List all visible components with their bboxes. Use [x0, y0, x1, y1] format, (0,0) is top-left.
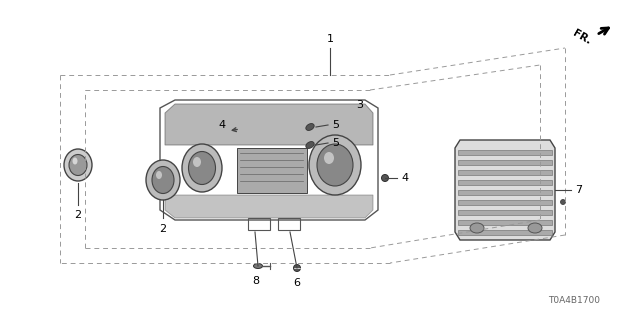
Text: 4: 4: [401, 173, 408, 183]
Ellipse shape: [253, 263, 262, 268]
Text: 5: 5: [332, 120, 339, 130]
Text: 8: 8: [252, 276, 260, 286]
Bar: [458, 160, 552, 165]
Ellipse shape: [561, 199, 566, 204]
Text: 4: 4: [218, 120, 225, 130]
Text: 3: 3: [356, 100, 364, 110]
Ellipse shape: [146, 160, 180, 200]
Bar: [458, 210, 552, 215]
Text: FR.: FR.: [572, 28, 593, 46]
Ellipse shape: [306, 124, 314, 131]
Ellipse shape: [306, 141, 314, 148]
Ellipse shape: [156, 171, 162, 179]
Bar: [458, 150, 552, 155]
Text: 5: 5: [332, 138, 339, 148]
Text: 2: 2: [159, 224, 166, 234]
Ellipse shape: [189, 151, 216, 185]
Bar: [248, 218, 270, 230]
Bar: [458, 230, 552, 235]
Bar: [458, 200, 552, 205]
Ellipse shape: [317, 144, 353, 186]
Text: T0A4B1700: T0A4B1700: [548, 296, 600, 305]
Polygon shape: [165, 104, 373, 145]
Text: 6: 6: [294, 278, 301, 288]
Bar: [458, 170, 552, 175]
Ellipse shape: [193, 157, 201, 167]
Ellipse shape: [64, 149, 92, 181]
Ellipse shape: [309, 135, 361, 195]
Bar: [237, 148, 307, 193]
Bar: [458, 180, 552, 185]
Ellipse shape: [69, 155, 87, 175]
Ellipse shape: [72, 157, 77, 164]
Ellipse shape: [152, 166, 174, 194]
Text: 2: 2: [74, 210, 81, 220]
Ellipse shape: [324, 152, 334, 164]
Ellipse shape: [294, 265, 301, 271]
Text: 7: 7: [575, 185, 582, 195]
Polygon shape: [455, 140, 555, 240]
Ellipse shape: [470, 223, 484, 233]
Ellipse shape: [528, 223, 542, 233]
Bar: [458, 220, 552, 225]
Text: 1: 1: [326, 34, 333, 44]
Ellipse shape: [182, 144, 222, 192]
Polygon shape: [165, 195, 373, 218]
Ellipse shape: [381, 174, 388, 181]
Bar: [458, 190, 552, 195]
Bar: [278, 218, 300, 230]
